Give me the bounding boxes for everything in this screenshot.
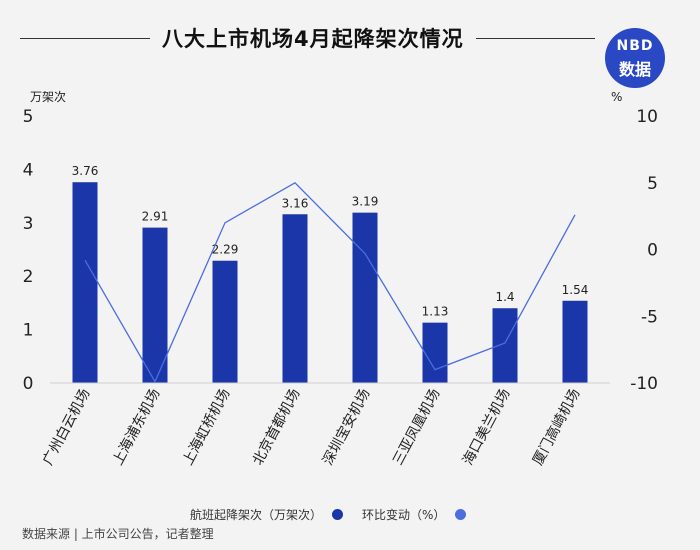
source-note: 数据来源 | 上市公司公告，记者整理 (22, 527, 214, 541)
left-tick-label: 2 (23, 267, 34, 287)
right-tick-label: -10 (630, 374, 658, 394)
category-label: 海口美兰机场 (460, 386, 514, 468)
legend-marker-line (455, 508, 467, 520)
left-tick-label: 3 (23, 214, 34, 234)
bar (562, 300, 588, 383)
title-bar: 八大上市机场4月起降架次情况 (0, 22, 700, 56)
bar-value-label: 3.19 (352, 195, 379, 209)
left-tick-label: 0 (23, 374, 34, 394)
category-label: 上海虹桥机场 (180, 386, 234, 468)
logo-line2: 数据 (618, 60, 651, 79)
bar (212, 260, 238, 383)
legend: 航班起降架次（万架次） 环比变动（%） (0, 503, 700, 525)
left-tick-label: 4 (23, 160, 34, 180)
bar-value-label: 1.13 (422, 305, 449, 319)
category-label: 上海浦东机场 (110, 386, 164, 468)
bar (282, 214, 308, 383)
right-axis-unit: % (611, 90, 622, 104)
category-label: 厦门高崎机场 (529, 386, 583, 468)
bar-value-label: 3.76 (72, 164, 99, 178)
right-tick-label: 5 (647, 174, 658, 194)
line-series (84, 181, 576, 384)
bar-value-label: 1.54 (562, 283, 589, 297)
legend-label-bar: 航班起降架次（万架次） (190, 507, 323, 522)
legend-label-line: 环比变动（%） (362, 507, 446, 522)
bar-value-label: 2.91 (142, 210, 169, 224)
bar-value-label: 1.4 (495, 290, 514, 304)
category-label: 北京首都机场 (250, 386, 304, 468)
bar (142, 227, 168, 383)
legend-item-bar: 航班起降架次（万架次） (190, 503, 344, 525)
bar-value-label: 2.29 (212, 243, 239, 257)
nbd-logo: NBD 数据 (605, 28, 665, 88)
right-tick-label: -5 (641, 307, 658, 327)
right-tick-label: 0 (647, 241, 658, 261)
category-label: 广州白云机场 (40, 386, 94, 468)
left-axis-unit: 万架次 (30, 90, 66, 104)
category-label: 深圳宝安机场 (320, 386, 374, 468)
bar (422, 322, 448, 383)
right-tick-label: 10 (636, 107, 658, 127)
legend-marker-bar (332, 508, 344, 520)
left-tick-label: 1 (23, 321, 34, 341)
legend-item-line: 环比变动（%） (362, 503, 467, 525)
logo-line1: NBD (616, 38, 654, 54)
bar (72, 182, 98, 383)
left-tick-label: 5 (23, 107, 34, 127)
category-label: 三亚凤凰机场 (390, 386, 444, 468)
bar (352, 212, 378, 383)
bar-value-label: 3.16 (282, 196, 309, 210)
chart-title: 八大上市机场4月起降架次情况 (150, 22, 476, 56)
